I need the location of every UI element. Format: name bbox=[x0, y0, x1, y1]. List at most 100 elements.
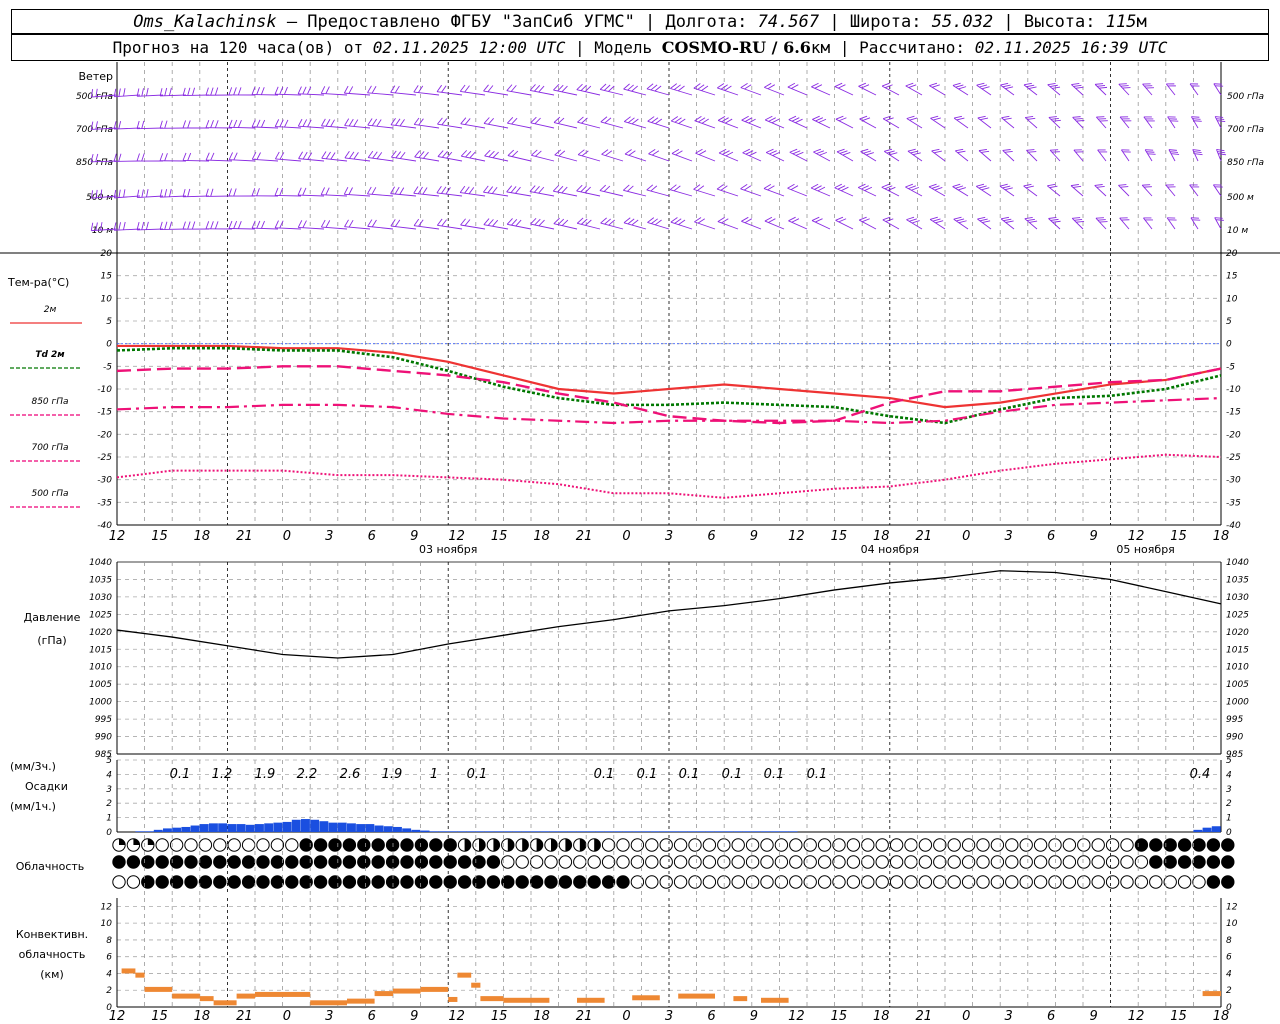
wind-barb-flag bbox=[1147, 153, 1156, 155]
wind-barb-flag bbox=[441, 151, 448, 158]
wind-barb-flag bbox=[376, 119, 382, 127]
precip-ytick-left: 3 bbox=[106, 785, 112, 795]
temp-x-labels: 12 15 18 21 0 3 6 9 12 15 18 21 0 3 6 9 12 15 18 21 0 3 6 9 12 15… bbox=[109, 529, 1230, 544]
cloud-symbol-clear bbox=[587, 855, 601, 869]
conv-cloud-bar bbox=[632, 995, 660, 1001]
cloud-symbol-clear bbox=[1105, 875, 1120, 889]
wind-barb-flag bbox=[1098, 86, 1108, 89]
wind-barb-flag bbox=[675, 150, 683, 156]
precip-bar bbox=[659, 831, 669, 832]
wind-barb-flag bbox=[487, 85, 494, 93]
wind-barb-flag bbox=[605, 150, 613, 156]
wind-barb-flag bbox=[136, 189, 140, 198]
wind-barb bbox=[906, 219, 923, 230]
precip-vgrid bbox=[144, 760, 1194, 832]
precip-bar bbox=[282, 821, 292, 832]
wind-barb bbox=[531, 154, 555, 162]
wind-barb-flag bbox=[182, 188, 186, 197]
wind-barb-flag bbox=[159, 120, 163, 129]
forecast-start: 02.11.2025 12:00 UTC bbox=[372, 38, 566, 57]
wind-barb-flag bbox=[631, 85, 638, 92]
wind-barb-flag bbox=[1003, 218, 1012, 222]
wind-barb-flag bbox=[146, 87, 149, 96]
pressure-ytick-right: 1035 bbox=[1226, 575, 1249, 585]
cloud-symbol-overcast bbox=[112, 855, 126, 869]
wind-barb-flag bbox=[717, 83, 725, 89]
cloud-symbol-clear bbox=[918, 838, 933, 852]
x-tick-label: 18 bbox=[1213, 1009, 1230, 1024]
wind-barb-flag bbox=[506, 185, 513, 193]
precip-bar bbox=[705, 831, 715, 832]
wind-barb-flag bbox=[697, 185, 705, 191]
precip-bar bbox=[209, 823, 218, 832]
wind-barb-flag bbox=[905, 183, 914, 188]
wind-barb-flag bbox=[113, 88, 117, 97]
cloud-symbol-clear bbox=[745, 875, 760, 889]
wind-barb-flag bbox=[330, 119, 335, 127]
cloud-symbol-overcast bbox=[1149, 838, 1163, 852]
wind-barb bbox=[367, 193, 394, 197]
wind-barb bbox=[1023, 185, 1038, 197]
wind-barb-flag bbox=[862, 218, 870, 223]
x-tick-label: 15 bbox=[151, 1009, 168, 1024]
wind-barb bbox=[507, 223, 532, 230]
wind-barb bbox=[1121, 149, 1130, 162]
wind-barb-flag bbox=[790, 185, 799, 191]
x-tick-label: 12 bbox=[788, 529, 805, 544]
conv-ytick-right: 6 bbox=[1226, 953, 1232, 963]
wind-barb-flag bbox=[367, 186, 372, 195]
temp-ytick-left: 15 bbox=[101, 272, 113, 282]
wind-barb-flag bbox=[141, 120, 145, 129]
wind-barb-flag bbox=[210, 221, 214, 230]
wind-barb bbox=[1096, 116, 1107, 129]
cloud-symbol-clear bbox=[875, 875, 889, 889]
cloud-symbol-overcast bbox=[429, 875, 443, 889]
cloud-symbol-overcast bbox=[501, 875, 515, 889]
wind-barb-flag bbox=[422, 187, 428, 195]
wind-barb bbox=[624, 153, 647, 162]
wind-barb-flag bbox=[627, 117, 635, 124]
wind-barb-flag bbox=[864, 186, 873, 191]
cloud-symbol-overcast bbox=[1163, 855, 1177, 869]
temp-series-line bbox=[116, 396, 1222, 425]
wind-barb-flag bbox=[648, 149, 656, 155]
wind-barb-flag bbox=[492, 151, 499, 159]
cloud-symbol-overcast bbox=[184, 875, 198, 889]
wind-barb-flag bbox=[95, 222, 98, 231]
wind-barb-flag bbox=[413, 85, 419, 93]
legend-label: 2м bbox=[44, 305, 57, 315]
date-label: 04 ноября bbox=[861, 543, 919, 556]
wind-barb-flag bbox=[1099, 221, 1108, 223]
forecast-prefix: Прогноз на 120 часа(ов) от bbox=[112, 38, 364, 57]
wind-barb-flag bbox=[673, 84, 681, 91]
wind-barb-flag bbox=[646, 83, 654, 90]
wind-barb-flag bbox=[603, 185, 611, 192]
cloud-symbol-clear bbox=[947, 838, 961, 852]
wind-barb bbox=[646, 88, 670, 96]
wind-barb bbox=[391, 156, 417, 162]
precip-bar bbox=[420, 830, 430, 832]
wind-barb bbox=[460, 123, 486, 129]
pressure-ytick-left: 1030 bbox=[89, 593, 112, 603]
x-tick-label: 3 bbox=[1005, 1009, 1013, 1024]
wind-barb bbox=[835, 219, 854, 230]
wind-level-label-left: 500 м bbox=[86, 193, 113, 203]
cloud-symbol-clear bbox=[933, 838, 947, 852]
wind-barb-flag bbox=[251, 119, 256, 128]
wind-barb-flag bbox=[628, 150, 636, 156]
temp-ytick-left: 10 bbox=[101, 294, 113, 304]
wind-barb bbox=[811, 86, 831, 96]
cloud-symbol-fill bbox=[522, 838, 529, 852]
wind-barb-flag bbox=[460, 117, 467, 125]
wind-barb bbox=[929, 219, 946, 230]
wind-barb bbox=[577, 121, 601, 129]
wind-barb-flag bbox=[445, 187, 451, 195]
wind-barb bbox=[576, 190, 601, 197]
wind-barb-flag bbox=[1001, 216, 1010, 220]
cloud-symbol-clear bbox=[1120, 855, 1134, 869]
wind-barb bbox=[553, 89, 578, 96]
x-tick-label: 21 bbox=[576, 529, 593, 544]
wind-barb-flag bbox=[979, 218, 988, 222]
cloud-symbol-clear bbox=[846, 838, 861, 852]
wind-barb bbox=[553, 190, 578, 197]
